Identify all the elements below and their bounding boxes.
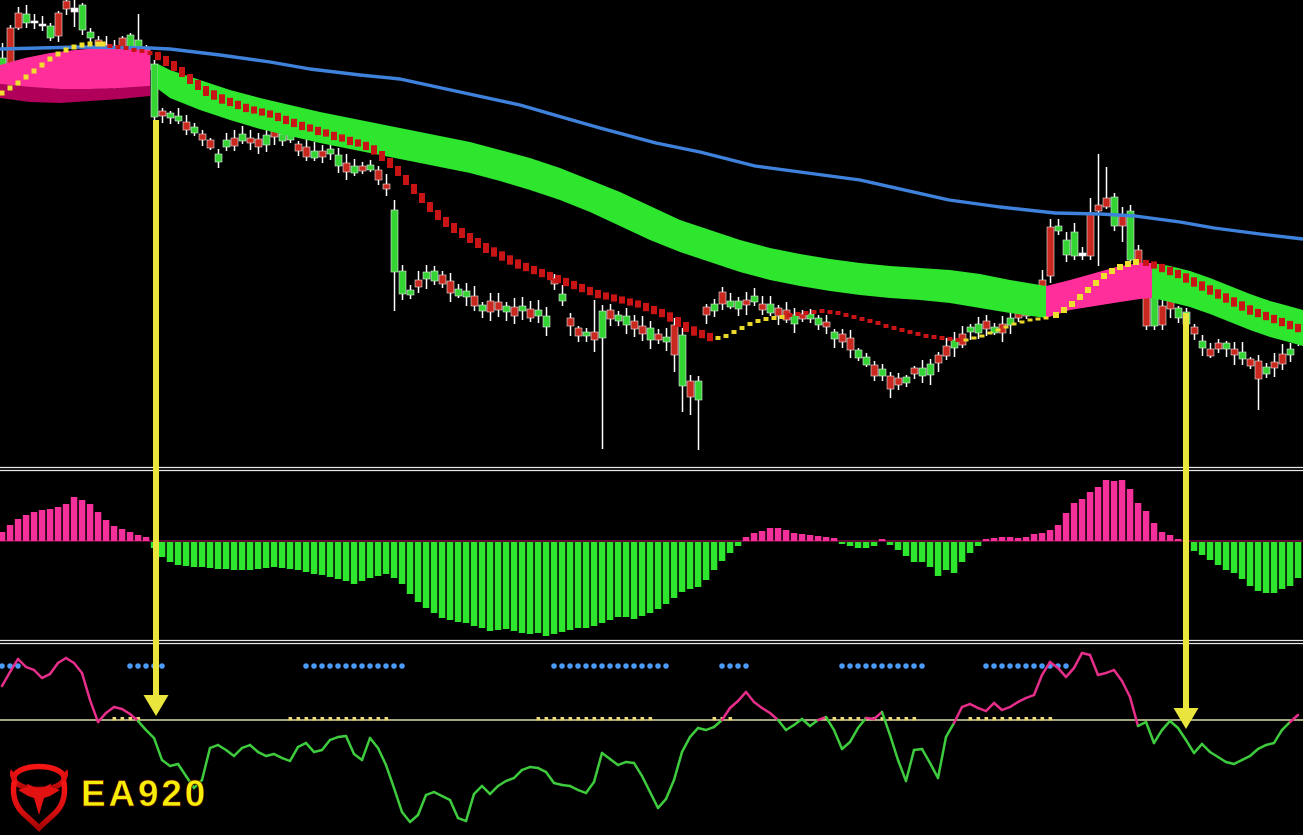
svg-text:EA920: EA920 bbox=[81, 773, 208, 814]
